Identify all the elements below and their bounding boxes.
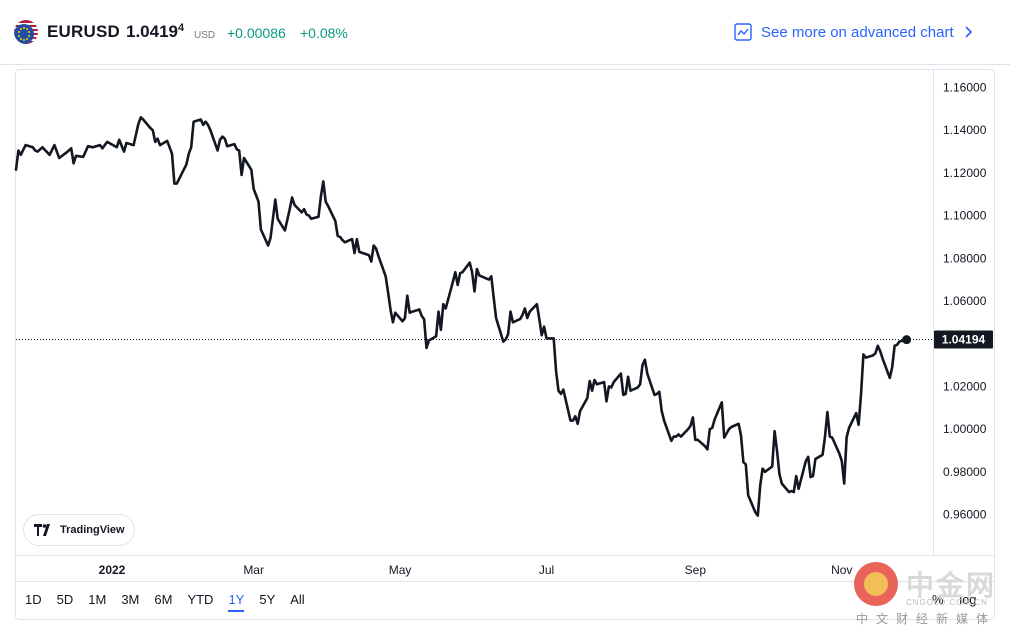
x-tick-label: 2022 — [99, 563, 126, 577]
range-button-3m[interactable]: 3M — [121, 592, 140, 607]
y-tick-label: 0.96000 — [943, 508, 987, 522]
y-tick-label: 1.14000 — [943, 123, 987, 137]
range-selector: 1D 5D 1M 3M 6M YTD 1Y 5Y All — [25, 592, 320, 612]
watermark-logo-icon — [854, 562, 898, 606]
price-series-line — [14, 116, 908, 517]
y-tick-label: 1.16000 — [943, 81, 987, 95]
y-tick-label: 1.06000 — [943, 294, 987, 308]
symbol-name: EURUSD — [47, 22, 120, 41]
last-price: 1.04194 — [126, 22, 184, 42]
range-button-1m[interactable]: 1M — [88, 592, 107, 607]
range-button-ytd[interactable]: YTD — [187, 592, 214, 607]
price-change: +0.00086 — [227, 25, 286, 41]
watermark-name: 中金网 — [906, 570, 997, 601]
last-price-tag — [934, 330, 993, 349]
tradingview-icon — [34, 524, 50, 536]
advanced-chart-label: See more on advanced chart — [761, 23, 954, 41]
tradingview-logo[interactable]: TradingView — [23, 514, 135, 546]
range-button-1y[interactable]: 1Y — [228, 592, 245, 612]
tradingview-label: TradingView — [60, 524, 125, 536]
x-tick-label: Jul — [539, 563, 554, 577]
price-change-percent: +0.08% — [300, 25, 348, 41]
x-tick-label: Sep — [685, 563, 707, 577]
scale-options: % log — [932, 592, 989, 607]
last-price-main: 1.0419 — [126, 22, 178, 41]
log-scale-toggle[interactable]: log — [959, 592, 977, 607]
eu-us-flag-icon — [14, 20, 38, 44]
y-tick-label: 1.12000 — [943, 166, 987, 180]
x-tick-label: Nov — [831, 563, 852, 577]
percent-scale-toggle[interactable]: % — [932, 592, 944, 607]
last-price-tag-label: 1.04194 — [942, 333, 986, 347]
last-price-pip: 4 — [178, 22, 185, 34]
range-button-5y[interactable]: 5Y — [259, 592, 276, 607]
watermark: 中金网 CNGOLD.COM.CN 中文财经新媒体 — [850, 560, 1010, 634]
chart-line-icon — [734, 23, 752, 41]
range-button-all[interactable]: All — [290, 592, 305, 607]
y-tick-label: 1.02000 — [943, 379, 987, 393]
last-point-marker — [902, 335, 912, 345]
y-tick-label: 1.10000 — [943, 209, 987, 223]
chart-frame — [15, 69, 995, 620]
chevron-right-icon — [965, 26, 972, 38]
x-tick-label: Mar — [243, 563, 264, 577]
watermark-tagline: 中文财经新媒体 — [856, 612, 997, 626]
x-tick-label: May — [389, 563, 412, 577]
range-button-1d[interactable]: 1D — [25, 592, 42, 607]
price-currency: USD — [194, 30, 216, 41]
range-button-6m[interactable]: 6M — [154, 592, 173, 607]
y-tick-label: 0.98000 — [943, 465, 987, 479]
range-button-5d[interactable]: 5D — [56, 592, 74, 607]
symbol-header: EURUSD 1.04194 USD +0.00086 +0.08% See m… — [0, 0, 1010, 65]
y-tick-label: 1.00000 — [943, 422, 987, 436]
watermark-domain: CNGOLD.COM.CN — [906, 598, 988, 607]
advanced-chart-link[interactable]: See more on advanced chart — [734, 20, 974, 44]
y-tick-label: 1.08000 — [943, 251, 987, 265]
